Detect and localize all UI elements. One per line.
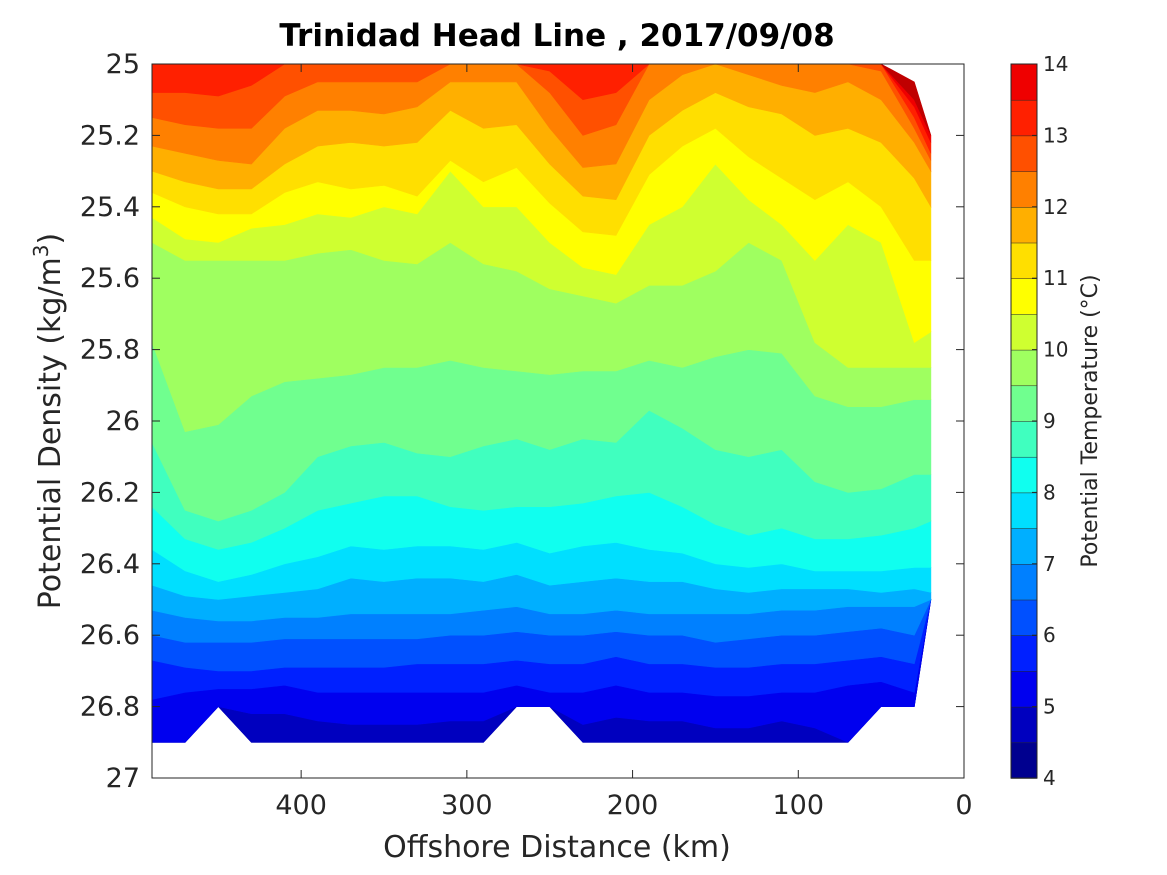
y-tick-label: 25.2	[80, 120, 140, 151]
y-tick-label: 25.8	[80, 335, 140, 366]
plot-area: 400 300 200 100 0 25 25.2 25.4 25.6 25.8 26 26.2 26…	[80, 49, 973, 821]
colorbar-band	[1010, 670, 1038, 708]
y-tick-label: 26.6	[80, 620, 140, 651]
colorbar-label: Potential Temperature (°C)	[1078, 274, 1103, 567]
colorbar-tick-label: 13	[1043, 123, 1068, 147]
colorbar-band	[1010, 242, 1038, 279]
x-tick-label: 100	[773, 790, 825, 821]
colorbar-band	[1010, 313, 1038, 351]
contour-bands	[151, 63, 932, 743]
y-axis-label-main: Potential Density (kg/m	[33, 257, 68, 609]
y-axis-ticks: 25 25.2 25.4 25.6 25.8 26 26.2 26.4 26.6 26.8 27	[80, 49, 964, 794]
colorbar-tick-label: 9	[1043, 409, 1056, 433]
colorbar-tick-label: 12	[1043, 195, 1068, 219]
colorbar-tick-label: 6	[1043, 623, 1056, 647]
colorbar-band	[1010, 742, 1038, 779]
colorbar-band	[1010, 206, 1038, 244]
colorbar-band	[1010, 99, 1038, 137]
colorbar-band	[1010, 63, 1038, 101]
x-axis-ticks: 400 300 200 100 0	[275, 64, 973, 821]
colorbar-tick-label: 8	[1043, 480, 1056, 504]
x-tick-label: 200	[607, 790, 659, 821]
y-tick-label: 25.4	[80, 192, 140, 223]
colorbar-tick-label: 14	[1043, 52, 1068, 76]
x-axis-label: Offshore Distance (km)	[383, 830, 731, 865]
y-tick-label: 25.6	[80, 263, 140, 294]
y-axis-label-superscript: 3	[29, 244, 53, 257]
colorbar-band	[1010, 420, 1038, 458]
x-tick-label: 0	[955, 790, 972, 821]
colorbar-tick-label: 7	[1043, 552, 1056, 576]
colorbar-tick-label: 10	[1043, 338, 1068, 362]
y-tick-label: 26	[106, 406, 140, 437]
colorbar-band	[1010, 170, 1038, 208]
x-tick-label: 400	[275, 790, 327, 821]
y-tick-label: 26.8	[80, 692, 140, 723]
colorbar-band	[1010, 385, 1038, 422]
chart-title: Trinidad Head Line , 2017/09/08	[279, 18, 834, 54]
y-tick-label: 26.4	[80, 549, 140, 580]
colorbar-tick-label: 4	[1043, 766, 1056, 790]
colorbar-tick-label: 11	[1043, 266, 1068, 290]
colorbar-band	[1010, 277, 1038, 315]
y-tick-label: 27	[106, 763, 140, 794]
colorbar-band	[1010, 634, 1038, 672]
colorbar-tick-label: 5	[1043, 695, 1056, 719]
colorbar-band	[1010, 135, 1038, 172]
x-tick-label: 300	[441, 790, 493, 821]
colorbar-band	[1010, 527, 1038, 565]
y-tick-label: 26.2	[80, 477, 140, 508]
y-axis-label-close: )	[33, 233, 68, 245]
colorbar: 4 5 6 7 8 9 10 11 12 13 14 Potential Temperature (…	[1010, 52, 1103, 790]
colorbar-band	[1010, 599, 1038, 636]
colorbar-band	[1010, 456, 1038, 494]
colorbar-band	[1010, 706, 1038, 744]
colorbar-ticks: 4 5 6 7 8 9 10 11 12 13 14	[1032, 52, 1068, 790]
colorbar-band	[1010, 349, 1038, 387]
y-axis-label: Potential Density (kg/m3)	[29, 233, 68, 609]
y-tick-label: 25	[106, 49, 140, 80]
colorbar-band	[1010, 563, 1038, 601]
colorbar-band	[1010, 492, 1038, 529]
